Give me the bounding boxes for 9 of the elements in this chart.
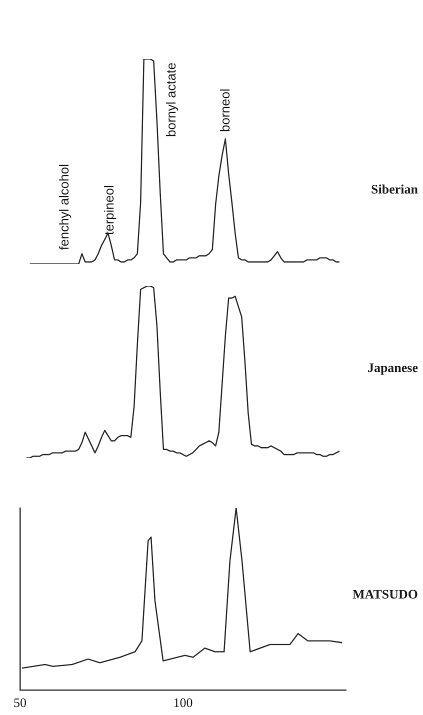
x-tick-label: 100	[173, 695, 193, 710]
annotation: fenchyl alcohol	[56, 164, 72, 250]
text: Siberian	[371, 182, 419, 197]
text: MATSUDO	[352, 586, 418, 602]
annotation: borneol	[218, 88, 233, 132]
x-tick-label: 50	[14, 695, 26, 710]
annotation: bornyl actate	[164, 62, 179, 137]
annotation: terpineol	[102, 185, 117, 235]
text: Japanese	[367, 360, 418, 375]
